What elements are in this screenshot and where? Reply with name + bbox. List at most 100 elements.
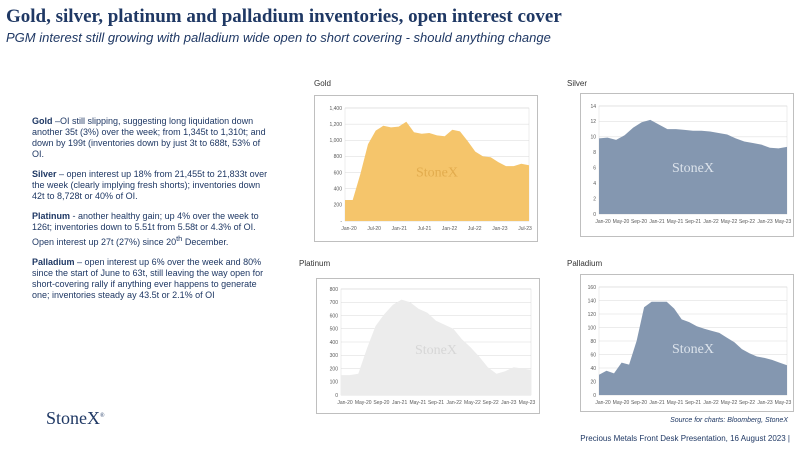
palladium-x-tick-label: Sep-21	[685, 400, 701, 406]
palladium-x-tick-label: May-21	[667, 400, 684, 406]
gold-data-point	[513, 166, 514, 167]
platinum-data-point	[358, 373, 359, 374]
source-note: Source for charts: Bloomberg, StoneX	[670, 417, 788, 424]
palladium-y-tick-label: 20	[590, 379, 596, 385]
palladium-y-tick-label: 60	[590, 352, 596, 358]
platinum-watermark: StoneX	[415, 343, 457, 358]
silver-data-point	[658, 124, 659, 125]
platinum-data-point	[530, 369, 531, 370]
palladium-watermark: StoneX	[672, 342, 714, 357]
gold-data-point	[459, 131, 460, 132]
silver-x-tick-label: Sep-22	[739, 219, 755, 225]
silver-series-area	[599, 119, 787, 214]
gold-data-point	[344, 199, 345, 200]
gold-data-point	[383, 125, 384, 126]
platinum-y-tick-label: 800	[330, 287, 339, 293]
silver-x-tick-label: Sep-20	[631, 219, 647, 225]
gold-y-tick-label: 800	[334, 154, 343, 160]
gold-note-heading: Gold	[32, 116, 53, 126]
palladium-data-point	[696, 326, 697, 327]
silver-data-point	[616, 139, 617, 140]
silver-data-point	[607, 137, 608, 138]
gold-y-tick-label: 1,000	[329, 138, 342, 144]
platinum-x-tick-label: Jan-20	[337, 400, 353, 406]
platinum-data-point	[366, 348, 367, 349]
palladium-y-tick-label: 100	[588, 325, 597, 331]
silver-data-point	[786, 146, 787, 147]
platinum-data-point	[410, 302, 411, 303]
gold-data-point	[421, 133, 422, 134]
palladium-note-heading: Palladium	[32, 257, 75, 267]
platinum-series-area	[341, 299, 531, 395]
silver-x-tick-label: Sep-21	[685, 219, 701, 225]
gold-x-tick-label: Jan-22	[442, 226, 458, 232]
palladium-data-point	[606, 370, 607, 371]
silver-data-point	[769, 147, 770, 148]
silver-data-point	[744, 141, 745, 142]
gold-chart-title: Gold	[314, 79, 331, 88]
palladium-y-tick-label: 120	[588, 312, 597, 318]
silver-y-tick-label: 0	[593, 212, 596, 218]
gold-data-point	[490, 157, 491, 158]
platinum-y-tick-label: 100	[330, 380, 339, 386]
palladium-x-tick-label: Jan-21	[649, 400, 665, 406]
silver-data-point	[735, 138, 736, 139]
silver-note-text: – open interest up 18% from 21,455t to 2…	[32, 169, 268, 201]
gold-data-point	[482, 156, 483, 157]
palladium-y-tick-label: 140	[588, 298, 597, 304]
palladium-x-tick-label: Sep-22	[739, 400, 755, 406]
silver-data-point	[641, 122, 642, 123]
palladium-data-point	[734, 342, 735, 343]
palladium-y-tick-label: 0	[593, 393, 596, 399]
platinum-data-point	[427, 312, 428, 313]
platinum-data-point	[461, 339, 462, 340]
platinum-data-point	[505, 371, 506, 372]
silver-x-tick-label: Jan-23	[757, 219, 773, 225]
silver-x-tick-label: May-23	[775, 219, 792, 225]
gold-data-point	[452, 129, 453, 130]
palladium-data-point	[598, 374, 599, 375]
slide-subtitle: PGM interest still growing with palladiu…	[6, 30, 551, 45]
platinum-note-heading: Platinum	[32, 211, 71, 221]
platinum-chart: 0 100 200 300 400 500 600 700 800 Jan-20 May-20 Sep…	[316, 278, 540, 414]
palladium-series-area	[599, 301, 787, 395]
silver-x-tick-label: Jan-20	[595, 219, 611, 225]
palladium-data-point	[613, 373, 614, 374]
silver-data-point	[761, 144, 762, 145]
silver-x-tick-label: May-20	[613, 219, 630, 225]
platinum-y-tick-label: 500	[330, 327, 339, 333]
platinum-x-tick-label: Jan-21	[392, 400, 408, 406]
palladium-x-tick-label: May-22	[721, 400, 738, 406]
logo-mark: ®	[100, 413, 105, 419]
gold-data-point	[390, 127, 391, 128]
palladium-data-point	[771, 359, 772, 360]
palladium-data-point	[666, 301, 667, 302]
silver-data-point	[684, 129, 685, 130]
gold-note: Gold –OI still slipping, suggesting long…	[32, 116, 272, 160]
platinum-data-point	[384, 314, 385, 315]
platinum-x-tick-label: May-21	[409, 400, 426, 406]
gold-data-point	[521, 163, 522, 164]
platinum-x-tick-label: May-22	[464, 400, 481, 406]
palladium-data-point	[621, 362, 622, 363]
silver-y-tick-label: 4	[593, 181, 596, 187]
silver-data-point	[598, 138, 599, 139]
palladium-data-point	[704, 328, 705, 329]
palladium-data-point	[741, 349, 742, 350]
silver-y-tick-label: 12	[590, 119, 596, 125]
platinum-y-tick-label: 300	[330, 353, 339, 359]
commentary-notes: Gold –OI still slipping, suggesting long…	[32, 116, 272, 310]
platinum-data-point	[349, 375, 350, 376]
platinum-x-tick-label: May-23	[519, 400, 536, 406]
palladium-y-tick-label: 40	[590, 366, 596, 372]
silver-data-point	[633, 127, 634, 128]
stonex-logo: StoneX®	[46, 408, 105, 429]
silver-data-point	[650, 119, 651, 120]
gold-x-tick-label: Jul-21	[418, 226, 432, 232]
gold-x-tick-label: Jan-23	[492, 226, 508, 232]
platinum-y-tick-label: 600	[330, 313, 339, 319]
palladium-note: Palladium – open interest up 6% over the…	[32, 257, 272, 301]
palladium-note-text: – open interest up 6% over the week and …	[32, 257, 264, 300]
silver-x-tick-label: Jan-21	[649, 219, 665, 225]
silver-data-point	[778, 148, 779, 149]
